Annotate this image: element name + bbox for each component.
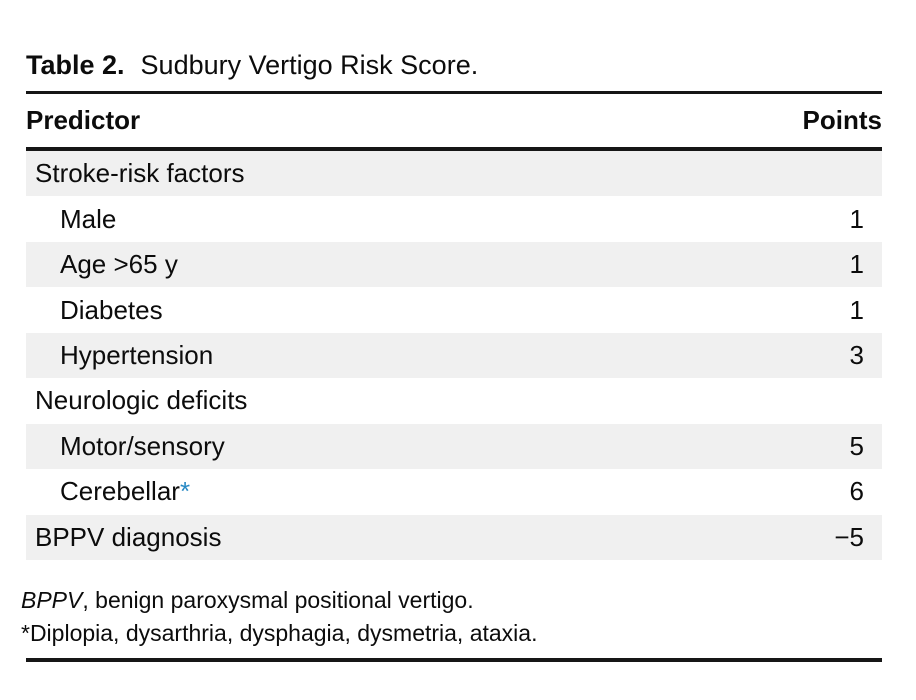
table-row: BPPV diagnosis −5 [26, 514, 882, 560]
table-footnotes: BPPV, benign paroxysmal positional verti… [21, 584, 537, 650]
footnote-abbrev-text: , benign paroxysmal positional vertigo. [82, 587, 474, 613]
table-row: Male 1 [26, 196, 882, 241]
table-row: Cerebellar* 6 [26, 469, 882, 514]
rule-below-header [26, 147, 882, 151]
row-predictor-label: Male [60, 203, 117, 234]
row-points-value: 6 [849, 476, 864, 507]
row-points-value: 1 [849, 249, 864, 280]
table-header-row: Predictor Points [26, 94, 882, 147]
column-header-predictor: Predictor [26, 105, 141, 135]
row-points-value: 1 [849, 294, 864, 325]
footnote-asterisk-text: *Diplopia, dysarthria, dysphagia, dysmet… [21, 620, 538, 646]
footnote-marker-asterisk: * [179, 476, 191, 507]
footnote-asterisk-line: *Diplopia, dysarthria, dysphagia, dysmet… [21, 617, 537, 650]
footnote-abbrev-term: BPPV [21, 587, 83, 613]
row-predictor-label: Motor/sensory [60, 430, 225, 461]
table-row: Neurologic deficits [26, 378, 882, 423]
row-points-value: −5 [834, 521, 864, 552]
footnote-abbreviation-line: BPPV, benign paroxysmal positional verti… [21, 584, 537, 617]
row-points-value: 5 [849, 430, 864, 461]
row-predictor-label: Diabetes [60, 294, 163, 325]
column-header-points: Points [802, 105, 882, 135]
table-row: Stroke-risk factors [26, 151, 882, 197]
table-row: Age >65 y 1 [26, 241, 882, 288]
table-title: Table 2. Sudbury Vertigo Risk Score. [26, 49, 478, 81]
table-body: Stroke-risk factors Male 1 Age >65 y 1 Diabet… [26, 151, 882, 560]
row-predictor-label: Cerebellar* [60, 476, 191, 507]
table-caption: Sudbury Vertigo Risk Score. [140, 50, 479, 80]
rule-bottom [26, 658, 882, 662]
row-points-value: 1 [849, 203, 864, 234]
row-predictor-label: Stroke-risk factors [35, 158, 245, 189]
table-row: Hypertension 3 [26, 332, 882, 379]
table-row: Motor/sensory 5 [26, 423, 882, 470]
row-predictor-label: Age >65 y [60, 249, 178, 280]
row-points-value: 3 [849, 339, 864, 370]
table-number-label: Table 2. [26, 50, 125, 80]
row-predictor-label: Neurologic deficits [35, 385, 248, 416]
rule-above-header [26, 91, 882, 94]
table-row: Diabetes 1 [26, 287, 882, 332]
row-predictor-label: Hypertension [60, 339, 214, 370]
row-predictor-label: BPPV diagnosis [35, 521, 222, 552]
